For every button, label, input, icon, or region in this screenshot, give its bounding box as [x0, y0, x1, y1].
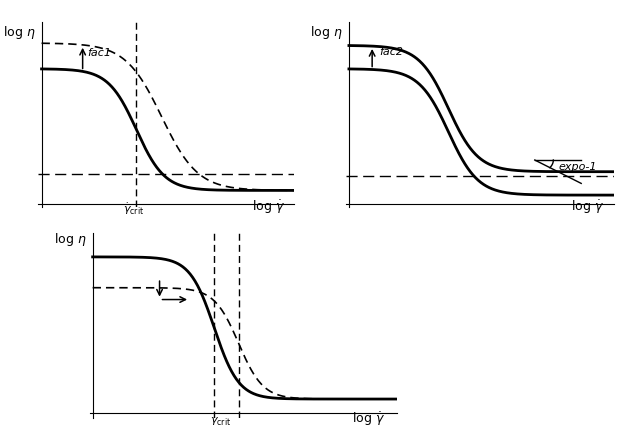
Text: expo-1: expo-1: [558, 162, 596, 172]
Text: log $\eta$: log $\eta$: [3, 24, 35, 41]
Text: $\dot{\gamma}_\mathrm{crit}$: $\dot{\gamma}_\mathrm{crit}$: [210, 412, 231, 428]
Text: $\dot{\gamma}_\mathrm{crit}$: $\dot{\gamma}_\mathrm{crit}$: [123, 202, 144, 217]
Text: log $\eta$: log $\eta$: [54, 231, 86, 248]
Text: log $\dot{\gamma}$: log $\dot{\gamma}$: [572, 199, 604, 216]
Text: log $\dot{\gamma}$: log $\dot{\gamma}$: [252, 199, 285, 216]
Text: fac2: fac2: [379, 48, 403, 58]
Text: log $\eta$: log $\eta$: [310, 24, 342, 41]
Text: log $\dot{\gamma}$: log $\dot{\gamma}$: [351, 410, 385, 428]
Text: fac1: fac1: [88, 48, 112, 58]
